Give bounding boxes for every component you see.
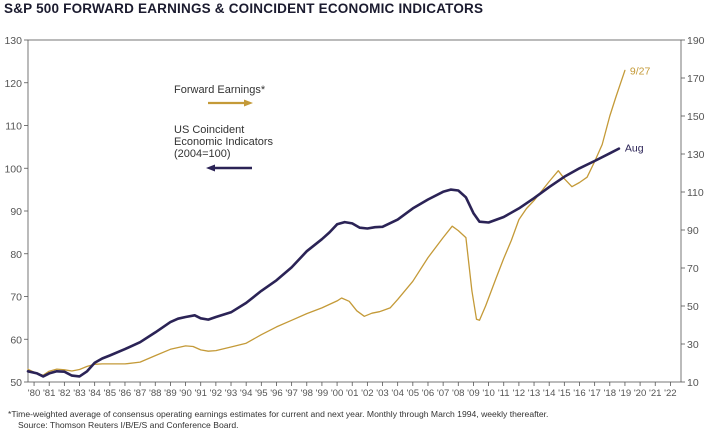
plot-frame (27, 39, 682, 383)
x-tick-label-20: '00 (331, 388, 344, 399)
x-tick-label-29: '09 (467, 388, 480, 399)
x-tick-label-30: '10 (482, 388, 495, 399)
x-axis: '80'81'82'83'84'85'86'87'88'89'90'91'92 '… (28, 382, 677, 399)
right-tick-label-2: 50 (687, 301, 699, 313)
coincident-indicators-line (26, 147, 621, 378)
x-tick-label-32: '12 (513, 388, 526, 399)
x-tick-label-17: '97 (285, 388, 298, 399)
x-tick-label-8: '88 (149, 388, 162, 399)
x-tick-label-33: '13 (528, 388, 541, 399)
chart-title: S&P 500 FORWARD EARNINGS & COINCIDENT EC… (4, 1, 484, 16)
x-tick-label-18: '98 (301, 388, 314, 399)
right-tick-label-6: 130 (687, 149, 705, 161)
x-tick-label-12: '92 (210, 388, 223, 399)
x-tick-label-25: '05 (407, 388, 420, 399)
x-tick-label-42: '22 (664, 388, 677, 399)
x-tick-label-13: '93 (225, 388, 238, 399)
x-tick-label-34: '14 (543, 388, 556, 399)
x-tick-label-41: '21 (649, 388, 662, 399)
x-tick-label-37: '17 (588, 388, 601, 399)
right-tick-label-8: 170 (687, 73, 705, 85)
left-tick-label-7: 120 (4, 78, 22, 90)
left-tick-label-5: 100 (4, 163, 22, 175)
x-tick-label-3: '83 (73, 388, 86, 399)
series-lines (26, 69, 626, 378)
forward-earnings-end-label: 9/27 (630, 65, 651, 77)
legend-forward-arrow (208, 99, 253, 107)
x-tick-label-38: '18 (604, 388, 617, 399)
left-tick-label-3: 80 (10, 249, 22, 261)
x-tick-label-14: '94 (240, 388, 253, 399)
right-tick-label-1: 30 (687, 339, 699, 351)
x-tick-label-19: '99 (316, 388, 329, 399)
x-tick-label-4: '84 (88, 388, 101, 399)
left-axis: 50 60 70 80 90 100 110 120 130 (4, 35, 28, 389)
x-tick-label-28: '08 (452, 388, 465, 399)
left-tick-label-1: 60 (10, 334, 22, 346)
x-tick-label-6: '86 (119, 388, 132, 399)
x-tick-label-2: '82 (58, 388, 71, 399)
right-tick-label-7: 150 (687, 111, 705, 123)
legend-forward-label: Forward Earnings* (174, 84, 266, 96)
legend-coincident-arrow (206, 164, 252, 172)
x-tick-label-39: '19 (619, 388, 632, 399)
right-tick-label-9: 190 (687, 35, 705, 47)
x-tick-label-35: '15 (558, 388, 571, 399)
x-tick-label-0: '80 (28, 388, 41, 399)
x-tick-label-26: '06 (422, 388, 435, 399)
right-tick-label-5: 110 (687, 187, 704, 199)
left-tick-label-0: 50 (10, 377, 22, 389)
legend-coincident-label-2: Economic Indicators (174, 136, 274, 148)
x-tick-label-23: '03 (376, 388, 389, 399)
x-tick-label-9: '89 (164, 388, 177, 399)
x-tick-label-40: '20 (634, 388, 647, 399)
right-tick-label-3: 70 (687, 263, 699, 275)
source-note: Source: Thomson Reuters I/B/E/S and Conf… (18, 420, 239, 430)
x-tick-label-27: '07 (437, 388, 450, 399)
x-tick-label-15: '95 (255, 388, 268, 399)
right-tick-label-0: 10 (687, 377, 699, 389)
right-tick-label-4: 90 (687, 225, 699, 237)
left-tick-label-8: 130 (4, 35, 22, 47)
x-tick-label-22: '02 (361, 388, 374, 399)
footnote: *Time-weighted average of consensus oper… (8, 409, 549, 419)
x-tick-label-5: '85 (104, 388, 117, 399)
left-tick-label-6: 110 (5, 121, 22, 133)
x-tick-label-11: '91 (194, 388, 207, 399)
legend-coincident-label-1: US Coincident (174, 124, 244, 136)
x-tick-label-10: '90 (179, 388, 192, 399)
forward-earnings-line (27, 69, 626, 376)
x-tick-label-1: '81 (43, 388, 56, 399)
coincident-end-label: Aug (625, 143, 644, 155)
x-tick-label-16: '96 (270, 388, 283, 399)
x-tick-label-36: '16 (573, 388, 586, 399)
x-tick-label-21: '01 (346, 388, 359, 399)
legend-coincident-label-3: (2004=100) (174, 148, 231, 160)
x-tick-label-31: '11 (498, 388, 510, 399)
x-tick-label-7: '87 (134, 388, 147, 399)
right-axis: 10 30 50 70 90 110 130 150 170 190 (681, 35, 705, 389)
left-tick-label-4: 90 (10, 206, 22, 218)
x-tick-label-24: '04 (391, 388, 404, 399)
left-tick-label-2: 70 (10, 292, 22, 304)
